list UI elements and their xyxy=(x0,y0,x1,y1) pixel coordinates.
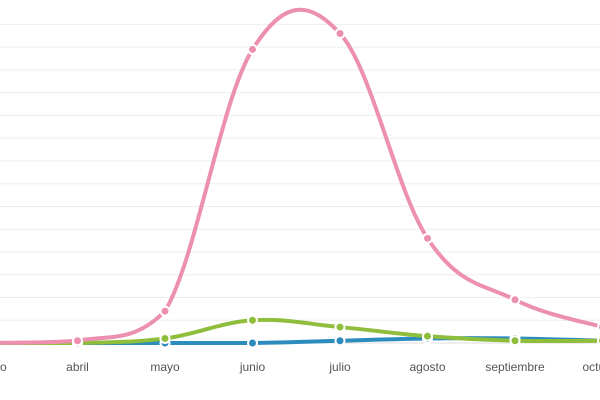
data-point[interactable] xyxy=(247,43,258,55)
x-tick-label: abril xyxy=(66,360,89,374)
data-point[interactable] xyxy=(509,335,521,347)
points-group xyxy=(72,28,600,349)
x-tick-label: octubre xyxy=(582,360,600,374)
x-tick-label: julio xyxy=(328,360,351,374)
series-group xyxy=(0,7,600,346)
data-point[interactable] xyxy=(334,335,346,347)
data-point[interactable] xyxy=(422,330,433,342)
x-tick-label: agosto xyxy=(409,360,445,374)
series-line-2 xyxy=(0,317,600,346)
data-point[interactable] xyxy=(334,321,346,333)
data-point[interactable] xyxy=(159,332,171,344)
x-axis-ticks: marzo abril mayo junio julio agosto septiembre… xyxy=(0,360,600,374)
data-point[interactable] xyxy=(334,28,346,40)
data-point[interactable] xyxy=(509,294,521,306)
data-point[interactable] xyxy=(159,305,171,317)
x-tick-label: mayo xyxy=(150,360,180,374)
data-point[interactable] xyxy=(422,232,433,244)
x-tick-label: junio xyxy=(239,360,266,374)
series-line-1 xyxy=(0,7,600,345)
x-tick-label: septiembre xyxy=(485,360,545,374)
gridlines xyxy=(0,23,600,344)
x-tick-label: marzo xyxy=(0,360,7,374)
data-point[interactable] xyxy=(72,335,83,347)
data-point[interactable] xyxy=(247,337,258,349)
data-point[interactable] xyxy=(247,314,258,326)
